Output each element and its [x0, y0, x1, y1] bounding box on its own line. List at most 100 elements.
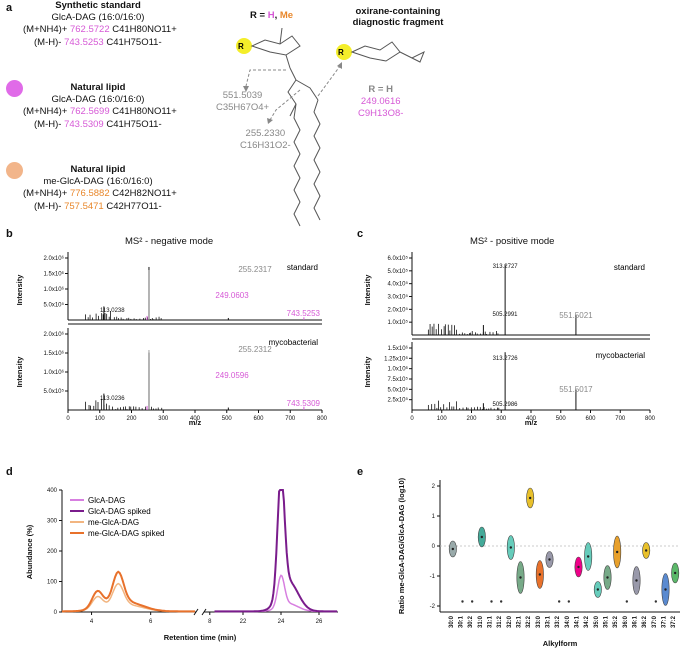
- e-x-tick-label: 36:1: [633, 615, 639, 628]
- synthetic-pos: (M+NH4)+ 762.5722 C41H80NO11+: [23, 24, 177, 36]
- r-me: Me: [279, 10, 294, 21]
- d-x-tick-label: 22: [240, 619, 247, 625]
- b-top-p3: 113.0238: [100, 308, 125, 314]
- e-x-tick-label: 34:0: [565, 615, 571, 628]
- e-x-tick-label: 34:2: [584, 615, 590, 628]
- e-x-tick-label: 35:1: [604, 615, 610, 628]
- r-highlight: [236, 38, 252, 54]
- e-x-tick-label: 31:2: [497, 615, 503, 628]
- natural1-neg: (M-H)- 743.5309 C41H75O11-: [34, 119, 162, 131]
- x-tick-label: 300: [158, 416, 169, 422]
- frag-diag: R = H 249.0616 C9H13O8-: [358, 84, 403, 120]
- frag2-arrow: [269, 89, 301, 121]
- c-xlabel: m/z: [525, 418, 538, 427]
- natural2-name: me-GlcA-DAG (16:0/16:0): [43, 176, 153, 187]
- natural1-pos: (M+NH4)+ 762.5699 C41H80NO11+: [23, 106, 177, 118]
- e-not-detected-30:1: [461, 600, 464, 603]
- e-x-tick-label: 33:2: [555, 615, 561, 628]
- d-y-tick-label: 400: [47, 488, 58, 494]
- y-tick-label: 1.25x10⁶: [384, 355, 408, 362]
- x-tick-label: 400: [526, 416, 537, 422]
- x-tick-label: 800: [317, 416, 328, 422]
- carboxyl-bond: [279, 27, 283, 45]
- legend-natural2: Natural lipid me-GlcA-DAG (16:0/16:0): [23, 164, 173, 188]
- e-x-tick-label: 34:1: [575, 615, 581, 628]
- e-median-36:2: [644, 549, 648, 552]
- y-tick-label: 3.0x10⁵: [387, 294, 408, 301]
- e-median-34:1: [577, 565, 580, 569]
- b-bot-p1: 255.2312: [238, 345, 272, 354]
- e-x-tick-label: 37:0: [652, 615, 658, 628]
- fatty-chain-1: [313, 99, 321, 221]
- x-tick-label: 600: [253, 416, 264, 422]
- d-axis-break-gap: [196, 608, 204, 616]
- e-x-tick-label: 30:1: [459, 615, 465, 628]
- e-median-32:0: [509, 546, 513, 549]
- sugar-ring: [250, 35, 301, 56]
- d-y-tick-label: 200: [47, 549, 58, 555]
- b-bot-p5: 743.5309: [287, 399, 321, 408]
- y-tick-label: 2.0x10⁶: [44, 331, 65, 338]
- mz-pos: 762.5699: [69, 106, 110, 117]
- r-sep: ,: [274, 10, 278, 21]
- y-tick-label: 2.0x10⁵: [387, 306, 408, 313]
- panel-a-label: a: [6, 2, 13, 14]
- formula: C41H80NO11+: [112, 24, 177, 35]
- natural2-neg: (M-H)- 757.5471 C42H77O11-: [34, 201, 162, 213]
- d-axis-break-2: [201, 608, 207, 616]
- y-tick-label: 1.0x10⁵: [387, 319, 408, 326]
- c-ylabel-bot: Intensity: [363, 356, 372, 388]
- d-legend-label: me-GlcA-DAG: [88, 518, 139, 527]
- mz-pos: 776.5882: [69, 188, 110, 199]
- d-legend-label: GlcA-DAG spiked: [88, 507, 151, 516]
- d-trace-glca-dag: [214, 574, 338, 613]
- frag-ring: [350, 41, 401, 62]
- d-legend-label: GlcA-DAG: [88, 496, 125, 505]
- natural-lipid-dot-magenta: [6, 80, 23, 97]
- y-tick-label: 5.0x10⁵: [387, 386, 408, 393]
- e-y-tick-label: 0: [432, 544, 436, 550]
- mz-pos: 762.5722: [69, 24, 110, 35]
- e-median-37:1: [664, 588, 667, 591]
- e-x-tick-label: 35:2: [613, 615, 619, 628]
- e-x-tick-label: 32:1: [517, 615, 523, 628]
- e-median-33:0: [538, 573, 542, 576]
- y-tick-label: 1.5x10⁶: [44, 350, 65, 357]
- e-x-tick-label: 30:2: [468, 615, 474, 628]
- e-median-34:2: [586, 555, 590, 558]
- formula: C42H77O11-: [106, 201, 162, 212]
- y-tick-label: 2.5x10⁵: [387, 397, 408, 404]
- c-bot-label: mycobacterial: [596, 351, 646, 360]
- d-x-tick-label: 24: [278, 619, 285, 625]
- e-x-tick-label: 32:0: [507, 615, 513, 628]
- y-tick-label: 7.5x10⁵: [387, 376, 408, 383]
- x-tick-label: 800: [645, 416, 656, 422]
- fatty-chain-2: [293, 103, 301, 227]
- y-tick-label: 5.0x10⁵: [43, 302, 64, 309]
- frag2-formula: C16H31O2-: [240, 140, 291, 151]
- e-not-detected-36:0: [625, 600, 629, 603]
- adduct: (M-H)-: [34, 119, 62, 130]
- e-not-detected-31:2: [499, 600, 503, 603]
- e-median-32:2: [528, 496, 532, 500]
- e-x-tick-label: 31:1: [488, 615, 494, 628]
- frag1-arrow: [245, 69, 286, 87]
- y-tick-label: 5.0x10⁵: [43, 388, 64, 395]
- e-median-30:0: [451, 547, 455, 551]
- c-top-p2: 551.5021: [559, 311, 593, 320]
- adduct: (M-H)-: [34, 201, 62, 212]
- legend-synthetic: Synthetic standard GlcA-DAG (16:0/16:0): [23, 0, 173, 24]
- x-tick-label: 200: [126, 416, 137, 422]
- e-median-35:0: [596, 588, 600, 591]
- c-ylabel-top: Intensity: [363, 274, 372, 306]
- e-xlabel: Alkylform: [543, 639, 578, 648]
- e-x-tick-label: 32:2: [526, 615, 532, 628]
- frag-mz: 249.0616: [360, 96, 401, 107]
- e-not-detected-33:2: [557, 600, 561, 603]
- x-tick-label: 0: [410, 416, 414, 422]
- e-x-tick-label: 33:0: [536, 615, 542, 628]
- x-tick-label: 100: [437, 416, 448, 422]
- r-h: H: [267, 10, 275, 21]
- e-x-tick-label: 33:1: [546, 615, 552, 628]
- formula: C42H82NO11+: [112, 188, 177, 199]
